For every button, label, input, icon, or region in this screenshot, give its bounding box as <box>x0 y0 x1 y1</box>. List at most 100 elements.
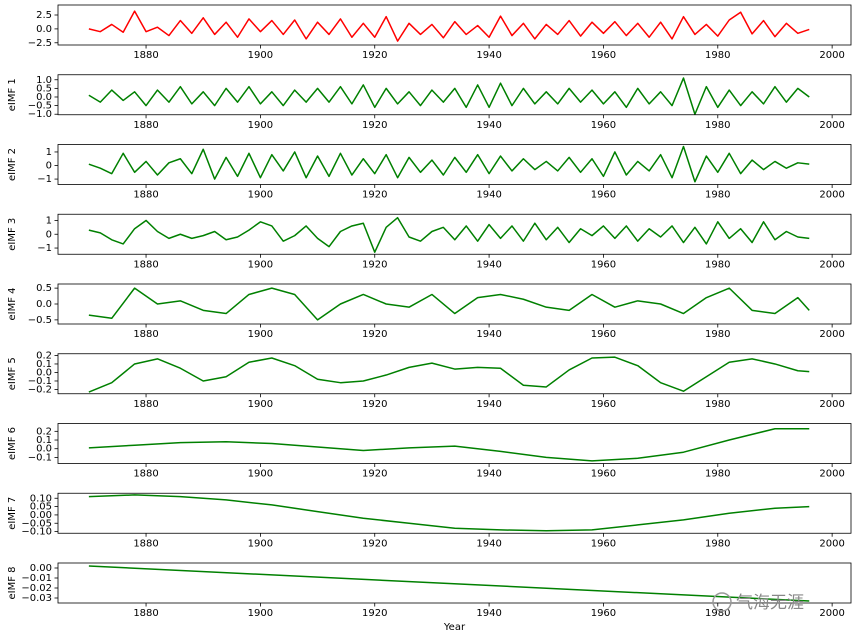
data-line <box>88 287 810 321</box>
x-tick-label: 1900 <box>248 329 273 340</box>
y-tick-label: −2.5 <box>28 38 52 49</box>
panel: 1880 1900 1920 1940 1960 1980 2000−0.2−0.10.00… <box>7 350 852 410</box>
x-tick-label: 1960 <box>591 120 616 131</box>
axes-frame <box>57 423 852 464</box>
panel: 1880 1900 1920 1940 1960 1980 2000 −1 0 1 eIMF 3 <box>7 213 852 270</box>
x-tick-label: 1920 <box>362 259 387 270</box>
plot-area <box>88 356 810 393</box>
x-tick-label: 1940 <box>476 399 501 410</box>
y-tick-label: −0.1 <box>28 376 52 387</box>
y-tick-label: 1 <box>46 147 52 158</box>
x-tick-label: 1920 <box>362 399 387 410</box>
x-tick-label: 2000 <box>819 50 844 61</box>
axes-frame <box>57 144 852 185</box>
x-tick-label: 2000 <box>819 190 844 201</box>
y-tick-label: −0.01 <box>21 573 52 584</box>
plot-area <box>88 565 810 602</box>
x-tick-label: 1880 <box>133 259 158 270</box>
x-tick-label: 2000 <box>819 329 844 340</box>
x-tick-label: 2000 <box>819 608 844 619</box>
y-axis-label: eIMF 5 <box>7 357 18 390</box>
x-tick-label: 2000 <box>819 469 844 480</box>
x-tick-label: 1980 <box>705 190 730 201</box>
x-tick-label: 1920 <box>362 190 387 201</box>
x-tick-label: 2000 <box>819 538 844 549</box>
y-tick-label: 0.5 <box>36 83 52 94</box>
x-tick-label: 1880 <box>133 329 158 340</box>
y-tick-label: 0.5 <box>36 283 52 294</box>
y-tick-label: −0.10 <box>21 527 52 538</box>
y-tick-label: 2.5 <box>36 10 52 21</box>
x-tick-label: 1880 <box>133 120 158 131</box>
x-tick-label: 1980 <box>705 538 730 549</box>
x-tick-label: 1920 <box>362 120 387 131</box>
y-tick-label: −0.03 <box>21 593 52 604</box>
plot-area <box>88 427 810 462</box>
data-line <box>88 10 810 42</box>
watermark: 气海无涯 <box>712 592 804 613</box>
x-tick-label: 1920 <box>362 608 387 619</box>
x-tick-label: 1940 <box>476 538 501 549</box>
plot-area <box>88 494 810 532</box>
panel: 1880 1900 1920 1940 1960 1980 2000 −1 0 1 eIMF 2 <box>7 144 852 201</box>
y-tick-label: 0.2 <box>36 350 52 361</box>
x-tick-label: 1920 <box>362 50 387 61</box>
data-line <box>88 145 810 183</box>
y-tick-label: 0 <box>46 161 52 172</box>
y-tick-label: 0.00 <box>30 563 52 574</box>
y-axis-label: eIMF 1 <box>7 78 18 111</box>
data-line <box>88 356 810 393</box>
data-line <box>88 565 810 602</box>
x-tick-label: 1960 <box>591 190 616 201</box>
x-tick-label: 2000 <box>819 399 844 410</box>
x-tick-label: 1980 <box>705 120 730 131</box>
y-axis-label: eIMF 8 <box>7 566 18 599</box>
x-tick-label: 1960 <box>591 259 616 270</box>
x-tick-label: 1940 <box>476 608 501 619</box>
x-tick-label: 1980 <box>705 259 730 270</box>
y-tick-label: 0.0 <box>36 444 52 455</box>
axes-frame <box>57 74 852 116</box>
y-tick-label: 1.0 <box>36 75 52 86</box>
x-tick-label: 1880 <box>133 190 158 201</box>
data-line <box>88 494 810 532</box>
x-tick-label: 1900 <box>248 259 273 270</box>
axes-frame <box>57 353 852 395</box>
y-tick-label: 0.2 <box>36 426 52 437</box>
x-tick-label: 1900 <box>248 608 273 619</box>
x-tick-label: 1880 <box>133 50 158 61</box>
axes-frame <box>57 213 852 255</box>
plot-area <box>88 145 810 183</box>
x-tick-label: 1940 <box>476 329 501 340</box>
y-tick-label: −0.02 <box>21 583 52 594</box>
y-tick-label: 0.0 <box>36 92 52 103</box>
y-axis-label: eIMF 3 <box>7 218 18 251</box>
panel: 1880 1900 1920 1940 1960 1980 2000 −1.0−0.50.00… <box>7 74 852 131</box>
y-tick-label: 0.0 <box>36 24 52 35</box>
y-tick-label: −1.0 <box>28 109 52 120</box>
y-tick-label: 1 <box>46 215 52 226</box>
y-tick-label: −0.5 <box>28 101 52 112</box>
x-tick-label: 1960 <box>591 50 616 61</box>
x-tick-label: 1920 <box>362 329 387 340</box>
y-tick-label: −1 <box>37 243 52 254</box>
plot-area <box>88 287 810 321</box>
axes-frame <box>57 492 852 534</box>
y-tick-label: 0 <box>46 229 52 240</box>
x-tick-label: 1960 <box>591 329 616 340</box>
axes-frame <box>57 562 852 604</box>
x-tick-label: 1940 <box>476 120 501 131</box>
x-tick-label: 1980 <box>705 469 730 480</box>
y-tick-label: 0.1 <box>36 435 52 446</box>
x-tick-label: 1920 <box>362 469 387 480</box>
x-tick-label: 1900 <box>248 538 273 549</box>
x-tick-label: 1940 <box>476 469 501 480</box>
panel: 1880 1900 1920 1940 1960 1980 2000 −0.10.00.10.… <box>7 423 852 480</box>
panel: 1880 1900 1920 1940 1960 1980 2000 −0.03−0.02−0… <box>7 562 852 633</box>
x-tick-label: 1940 <box>476 190 501 201</box>
y-tick-label: 0.00 <box>30 510 52 521</box>
y-tick-label: 0.05 <box>30 502 52 513</box>
x-tick-label: 1980 <box>705 329 730 340</box>
x-tick-label: 1980 <box>705 50 730 61</box>
